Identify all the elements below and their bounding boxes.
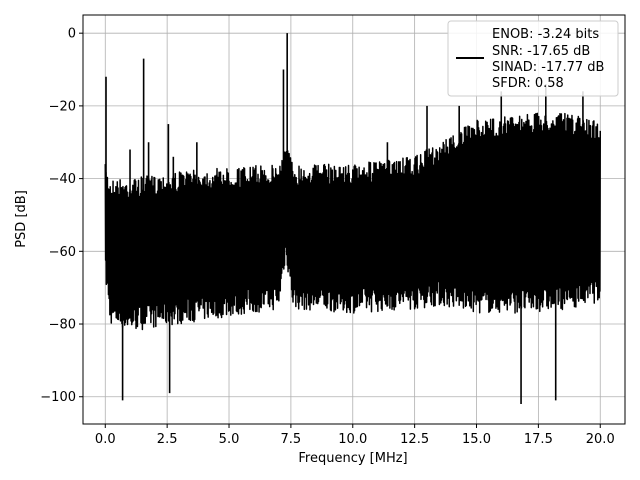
x-tick-label: 20.0 (586, 432, 615, 447)
y-tick-label: 0 (68, 27, 76, 42)
x-axis-ticks: 0.0 2.5 5.0 7.5 10.0 12.5 15.0 17.5 20.0 (95, 424, 615, 447)
y-tick-label: −40 (49, 172, 76, 187)
legend-sinad: SINAD: -17.77 dB (492, 60, 604, 75)
legend-enob: ENOB: -3.24 bits (492, 27, 599, 42)
y-tick-label: −80 (49, 318, 76, 333)
x-tick-label: 0.0 (95, 432, 116, 447)
y-axis-label: PSD [dB] (14, 190, 29, 248)
y-tick-label: −100 (40, 390, 76, 405)
y-axis-ticks: 0 −20 −40 −60 −80 −100 (40, 27, 83, 405)
axes-frame (82, 14, 626, 425)
legend-snr: SNR: -17.65 dB (492, 44, 590, 59)
legend-sfdr: SFDR: 0.58 (492, 76, 564, 91)
x-tick-label: 12.5 (400, 432, 429, 447)
x-tick-label: 15.0 (462, 432, 491, 447)
x-tick-label: 10.0 (338, 432, 367, 447)
y-tick-label: −20 (49, 99, 76, 114)
psd-series-line (104, 112, 601, 331)
x-axis-label: Frequency [MHz] (298, 451, 407, 466)
y-tick-label: −60 (49, 245, 76, 260)
legend-box (447, 20, 619, 97)
plot-area (104, 33, 601, 405)
x-tick-label: 5.0 (219, 432, 240, 447)
x-tick-label: 7.5 (281, 432, 302, 447)
legend: ENOB: -3.24 bits SNR: -17.65 dB SINAD: -… (447, 20, 619, 97)
x-tick-label: 17.5 (524, 432, 553, 447)
x-tick-label: 2.5 (157, 432, 178, 447)
